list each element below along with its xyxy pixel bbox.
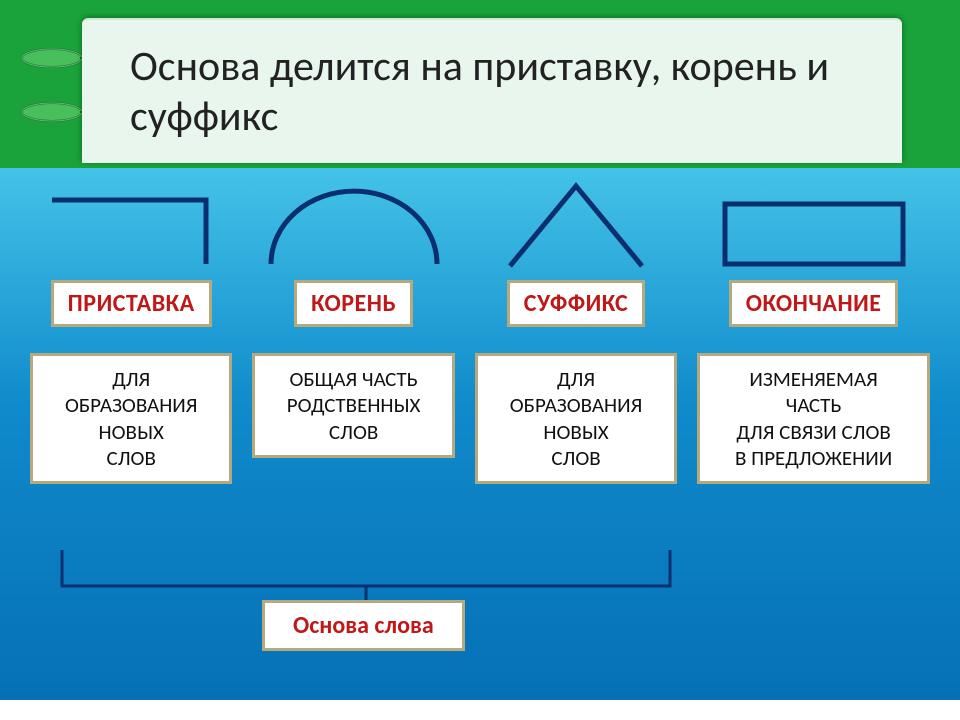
- footer-strip: [0, 700, 960, 720]
- columns-row: ПРИСТАВКА ДЛЯ ОБРАЗОВАНИЯ НОВЫХ СЛОВ КОР…: [30, 178, 930, 538]
- suffix-symbol: [475, 178, 677, 270]
- desc-line: СЛОВ: [107, 445, 156, 471]
- desc-prefix: ДЛЯ ОБРАЗОВАНИЯ НОВЫХ СЛОВ: [30, 353, 232, 484]
- content-area: ПРИСТАВКА ДЛЯ ОБРАЗОВАНИЯ НОВЫХ СЛОВ КОР…: [0, 168, 960, 700]
- desc-line: ОБРАЗОВАНИЯ: [510, 392, 642, 418]
- desc-line: В ПРЕДЛОЖЕНИИ: [735, 445, 892, 471]
- desc-line: ОБЩАЯ ЧАСТЬ: [289, 366, 417, 392]
- ending-symbol: [697, 178, 930, 270]
- slide: Основа делится на приставку, корень и су…: [0, 0, 960, 720]
- col-ending: ОКОНЧАНИЕ ИЗМЕНЯЕМАЯ ЧАСТЬ ДЛЯ СВЯЗИ СЛО…: [697, 178, 930, 538]
- desc-line: ОБРАЗОВАНИЯ: [65, 392, 197, 418]
- desc-line: СЛОВ: [329, 419, 378, 445]
- desc-line: СЛОВ: [551, 445, 600, 471]
- desc-line: ДЛЯ СВЯЗИ СЛОВ: [736, 419, 890, 445]
- desc-line: ДЛЯ: [557, 366, 595, 392]
- slide-title: Основа делится на приставку, корень и су…: [130, 42, 874, 143]
- desc-line: НОВЫХ: [99, 419, 164, 445]
- base-bracket: [60, 550, 672, 602]
- col-root: КОРЕНЬ ОБЩАЯ ЧАСТЬ РОДСТВЕННЫХ СЛОВ: [252, 178, 454, 538]
- label-prefix: ПРИСТАВКА: [51, 280, 212, 327]
- root-symbol: [252, 178, 454, 270]
- prefix-symbol: [30, 178, 232, 270]
- label-ending: ОКОНЧАНИЕ: [729, 280, 899, 327]
- label-suffix: СУФФИКС: [507, 280, 645, 327]
- desc-ending: ИЗМЕНЯЕМАЯ ЧАСТЬ ДЛЯ СВЯЗИ СЛОВ В ПРЕДЛО…: [697, 353, 930, 484]
- desc-line: ИЗМЕНЯЕМАЯ: [749, 366, 877, 392]
- desc-root: ОБЩАЯ ЧАСТЬ РОДСТВЕННЫХ СЛОВ: [252, 353, 454, 458]
- label-root: КОРЕНЬ: [294, 280, 413, 327]
- desc-line: ДЛЯ: [112, 366, 150, 392]
- desc-line: НОВЫХ: [543, 419, 608, 445]
- desc-line: ЧАСТЬ: [786, 392, 842, 418]
- title-box: Основа делится на приставку, корень и су…: [82, 18, 902, 163]
- col-suffix: СУФФИКС ДЛЯ ОБРАЗОВАНИЯ НОВЫХ СЛОВ: [475, 178, 677, 538]
- desc-line: РОДСТВЕННЫХ: [287, 392, 421, 418]
- desc-suffix: ДЛЯ ОБРАЗОВАНИЯ НОВЫХ СЛОВ: [475, 353, 677, 484]
- col-prefix: ПРИСТАВКА ДЛЯ ОБРАЗОВАНИЯ НОВЫХ СЛОВ: [30, 178, 232, 538]
- base-label: Основа слова: [262, 600, 465, 651]
